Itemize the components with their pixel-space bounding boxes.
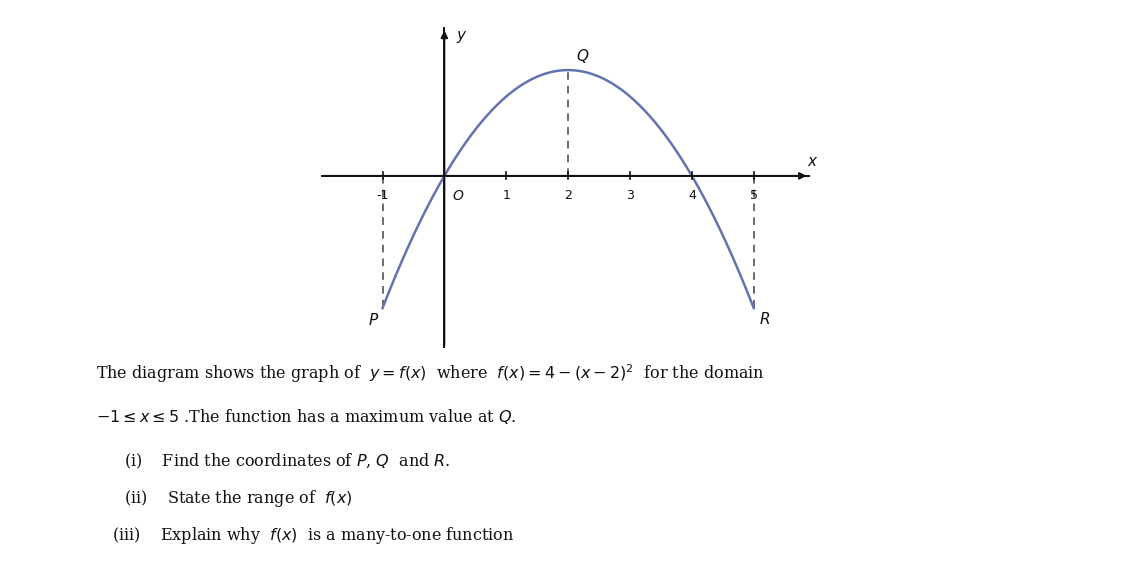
Text: The diagram shows the graph of  $y = f(x)$  where  $f(x) = 4-(x-2)^{2}$  for the: The diagram shows the graph of $y = f(x)… <box>96 362 765 384</box>
Text: $-1 \leq x \leq 5$ .The function has a maximum value at $Q$.: $-1 \leq x \leq 5$ .The function has a m… <box>96 407 516 426</box>
Text: 4: 4 <box>688 188 695 201</box>
Text: (i)    Find the coordinates of $P$, $Q$  and $R$.: (i) Find the coordinates of $P$, $Q$ and… <box>124 452 450 471</box>
Text: (iii)    Explain why  $f(x)$  is a many-to-one function: (iii) Explain why $f(x)$ is a many-to-on… <box>112 525 515 545</box>
Text: 5: 5 <box>749 188 758 201</box>
Text: $Q$: $Q$ <box>576 47 590 65</box>
Text: $x$: $x$ <box>807 154 818 169</box>
Text: 3: 3 <box>626 188 634 201</box>
Text: $P$: $P$ <box>368 312 379 328</box>
Text: 1: 1 <box>502 188 511 201</box>
Text: $R$: $R$ <box>758 311 770 327</box>
Text: -1: -1 <box>376 188 389 201</box>
Text: $O$: $O$ <box>452 188 465 203</box>
Text: (ii)    State the range of  $f(x)$: (ii) State the range of $f(x)$ <box>124 488 352 509</box>
Text: 2: 2 <box>565 188 573 201</box>
Text: $y$: $y$ <box>456 29 467 45</box>
